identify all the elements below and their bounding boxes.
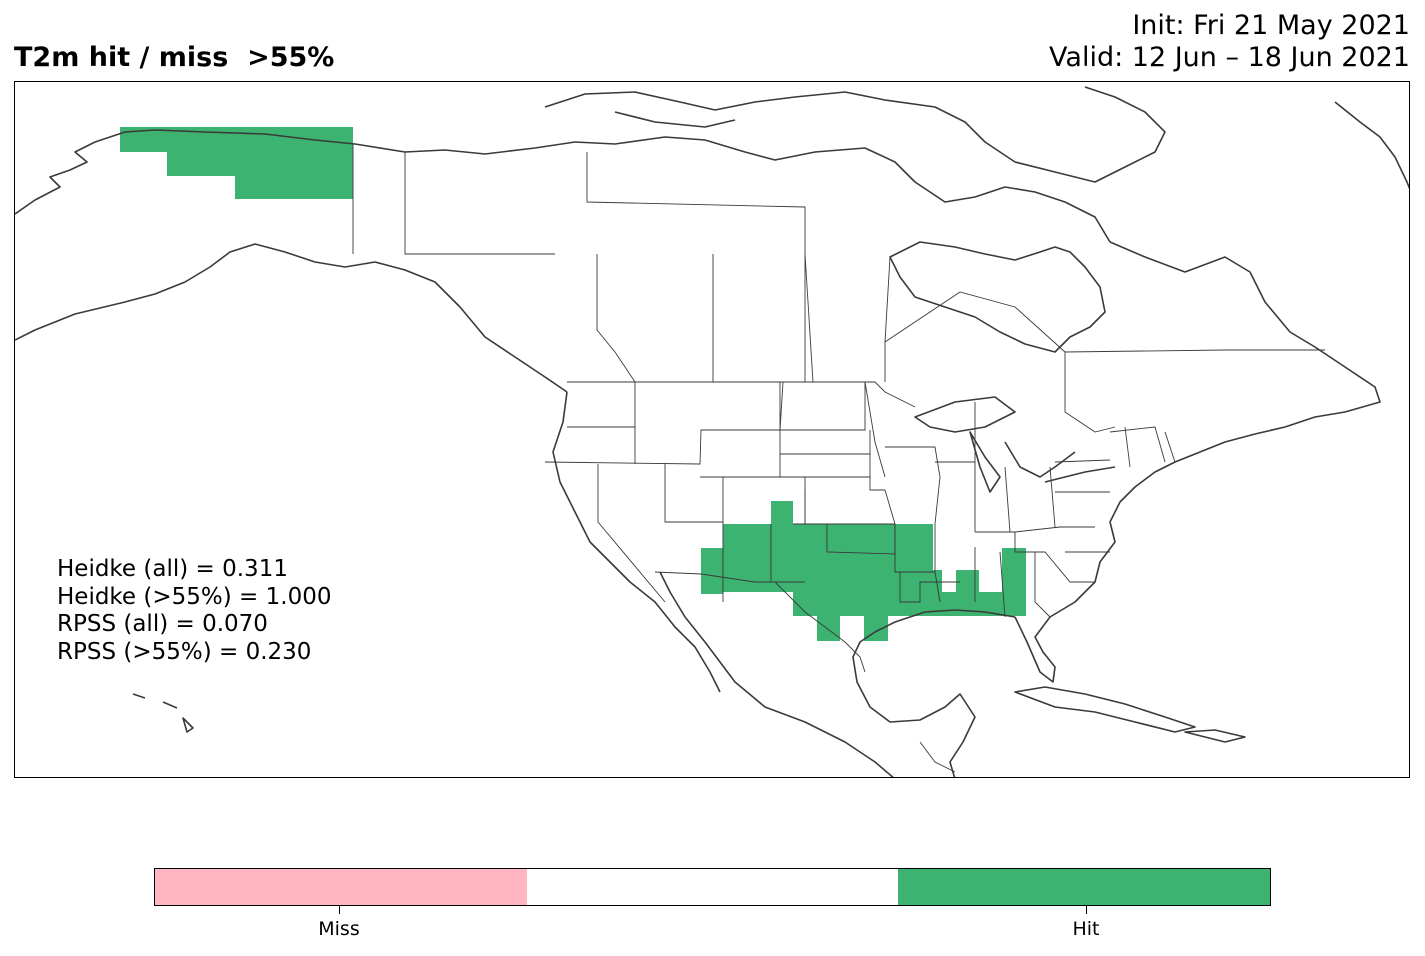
- colorbar-miss-segment: [155, 869, 527, 905]
- map-title: T2m hit / miss >55%: [14, 42, 335, 73]
- hit-cells: [120, 127, 1026, 641]
- rpss-all-score: RPSS (all) = 0.070: [57, 611, 268, 637]
- colorbar-tick-miss: [339, 906, 340, 914]
- colorbar-label-miss: Miss: [318, 918, 360, 940]
- skill-scores: Heidke (all) = 0.311 Heidke (>55%) = 1.0…: [57, 556, 331, 666]
- colorbar-neutral-segment: [526, 869, 899, 905]
- forecast-dates: Init: Fri 21 May 2021 Valid: 12 Jun – 18…: [1049, 10, 1410, 74]
- rpss-55-score: RPSS (>55%) = 0.230: [57, 638, 312, 665]
- colorbar-hit-segment: [898, 869, 1271, 905]
- political-borders: [352, 144, 1325, 773]
- valid-date: Valid: 12 Jun – 18 Jun 2021: [1049, 42, 1410, 73]
- hit-cell-alaska: [120, 127, 353, 199]
- hit-cell-texas-region: [701, 501, 1026, 641]
- north-america-map: [15, 86, 1409, 777]
- heidke-55-score: Heidke (>55%) = 1.000: [57, 583, 332, 610]
- init-date: Init: Fri 21 May 2021: [1132, 10, 1410, 41]
- coastlines: [15, 86, 1409, 777]
- colorbar: [154, 868, 1271, 906]
- colorbar-tick-hit: [1086, 906, 1087, 914]
- map-panel: [14, 81, 1410, 778]
- heidke-all-score: Heidke (all) = 0.311: [57, 556, 288, 582]
- colorbar-label-hit: Hit: [1072, 918, 1100, 940]
